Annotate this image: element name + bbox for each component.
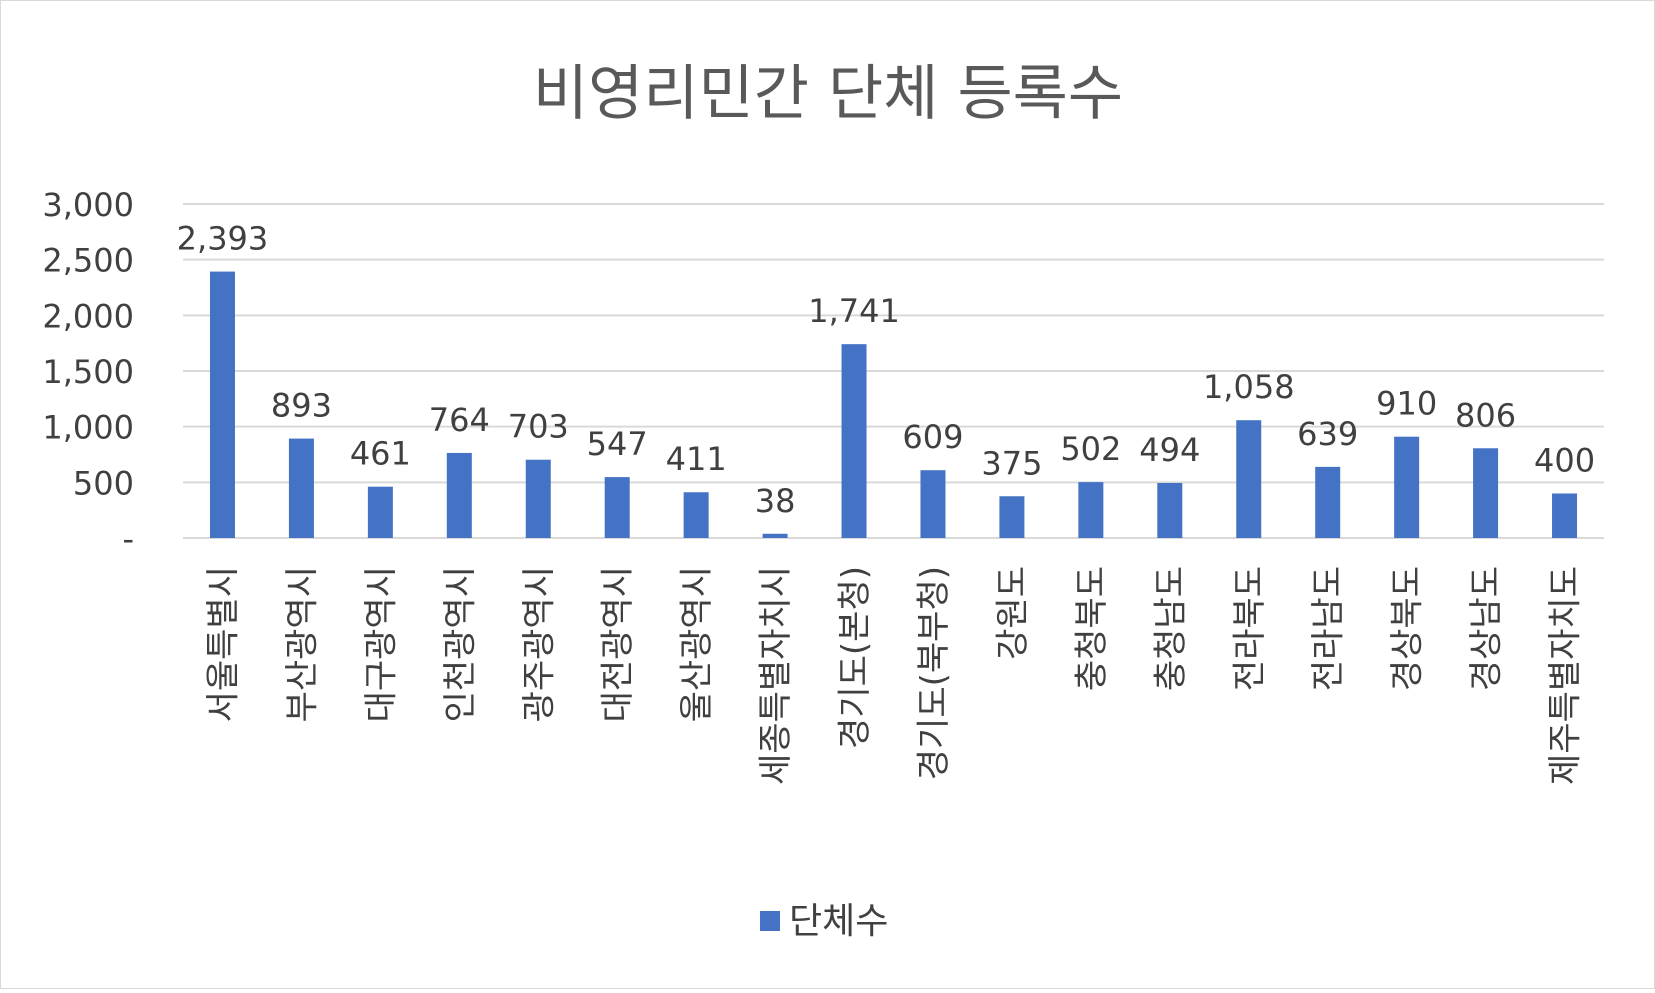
x-tick-label: 제주특별자치도 [1546,566,1586,785]
y-tick-label: 500 [73,464,134,502]
bar [1157,483,1183,538]
x-tick-label: 대전광역시 [598,566,638,722]
legend-label-series-1: 단체수 [789,901,888,942]
x-tick-label: 인천광역시 [440,566,480,722]
gridlines [183,203,1604,539]
y-tick-label: - [122,520,134,558]
bar [446,452,472,538]
data-label: 502 [1060,430,1121,468]
y-tick-label: 2,000 [42,297,134,335]
y-tick-label: 3,000 [42,186,134,224]
bar [1552,493,1578,538]
data-label: 461 [350,435,411,473]
y-tick-label: 1,500 [42,353,134,391]
data-label: 547 [587,425,648,463]
bar [920,470,946,538]
data-label: 893 [271,387,332,425]
x-tick-label: 경기도(북부청) [914,566,954,780]
x-tick-label: 경상북도 [1388,566,1428,691]
data-label: 375 [981,444,1042,482]
x-tick-label: 울산광역시 [677,566,717,722]
data-label: 400 [1534,441,1595,479]
bar [1315,466,1341,538]
data-label: 806 [1455,396,1516,434]
bar [683,492,709,538]
y-axis: - 500 1,000 1,500 2,000 2,500 3,000 [42,186,134,558]
bar [1078,482,1104,538]
y-tick-label: 1,000 [42,409,134,447]
data-label: 910 [1376,385,1437,423]
chart-title: 비영리민간 단체 등록수 [533,59,1123,129]
bar [288,438,314,538]
x-tick-label: 부산광역시 [282,566,322,722]
data-label: 2,393 [177,220,269,258]
x-tick-label: 충청북도 [1072,566,1112,691]
bar [999,496,1025,538]
data-label: 411 [666,440,727,478]
x-tick-label: 경기도(본청) [835,566,875,749]
bar [209,271,235,538]
bar [367,486,393,538]
x-tick-label: 전라북도 [1230,566,1270,691]
data-label: 764 [429,401,490,439]
data-label: 1,058 [1203,368,1295,406]
x-tick-label: 광주광역시 [519,566,559,722]
data-label: 1,741 [808,292,900,330]
bar [525,459,551,538]
data-label: 609 [902,418,963,456]
x-tick-label: 서울특별시 [203,566,243,722]
y-tick-label: 2,500 [42,242,134,280]
bar [841,344,867,538]
bars [209,271,1578,538]
x-tick-label: 세종특별자치시 [756,566,796,785]
data-label: 38 [755,482,796,520]
bar [1394,436,1420,538]
data-label: 703 [508,408,569,446]
x-tick-label: 대구광역시 [361,566,401,722]
legend-swatch [760,911,780,931]
bar [1473,448,1499,538]
x-tick-label: 전라남도 [1309,566,1349,691]
bar [1236,420,1262,538]
data-label: 639 [1297,415,1358,453]
x-tick-label: 강원도 [993,566,1033,660]
x-axis-labels: 서울특별시 부산광역시 대구광역시 인천광역시 광주광역시 대전광역시 울산광역시 세종특별자… [203,566,1585,785]
legend: 단체수 [760,901,888,942]
bar [762,533,788,538]
data-labels: 2,393 893 461 764 703 547 411 38 1,741 609 375 502 4… [177,220,1595,520]
x-tick-label: 충청남도 [1151,566,1191,691]
data-label: 494 [1139,431,1200,469]
x-tick-label: 경상남도 [1467,566,1507,691]
bar [604,477,630,538]
